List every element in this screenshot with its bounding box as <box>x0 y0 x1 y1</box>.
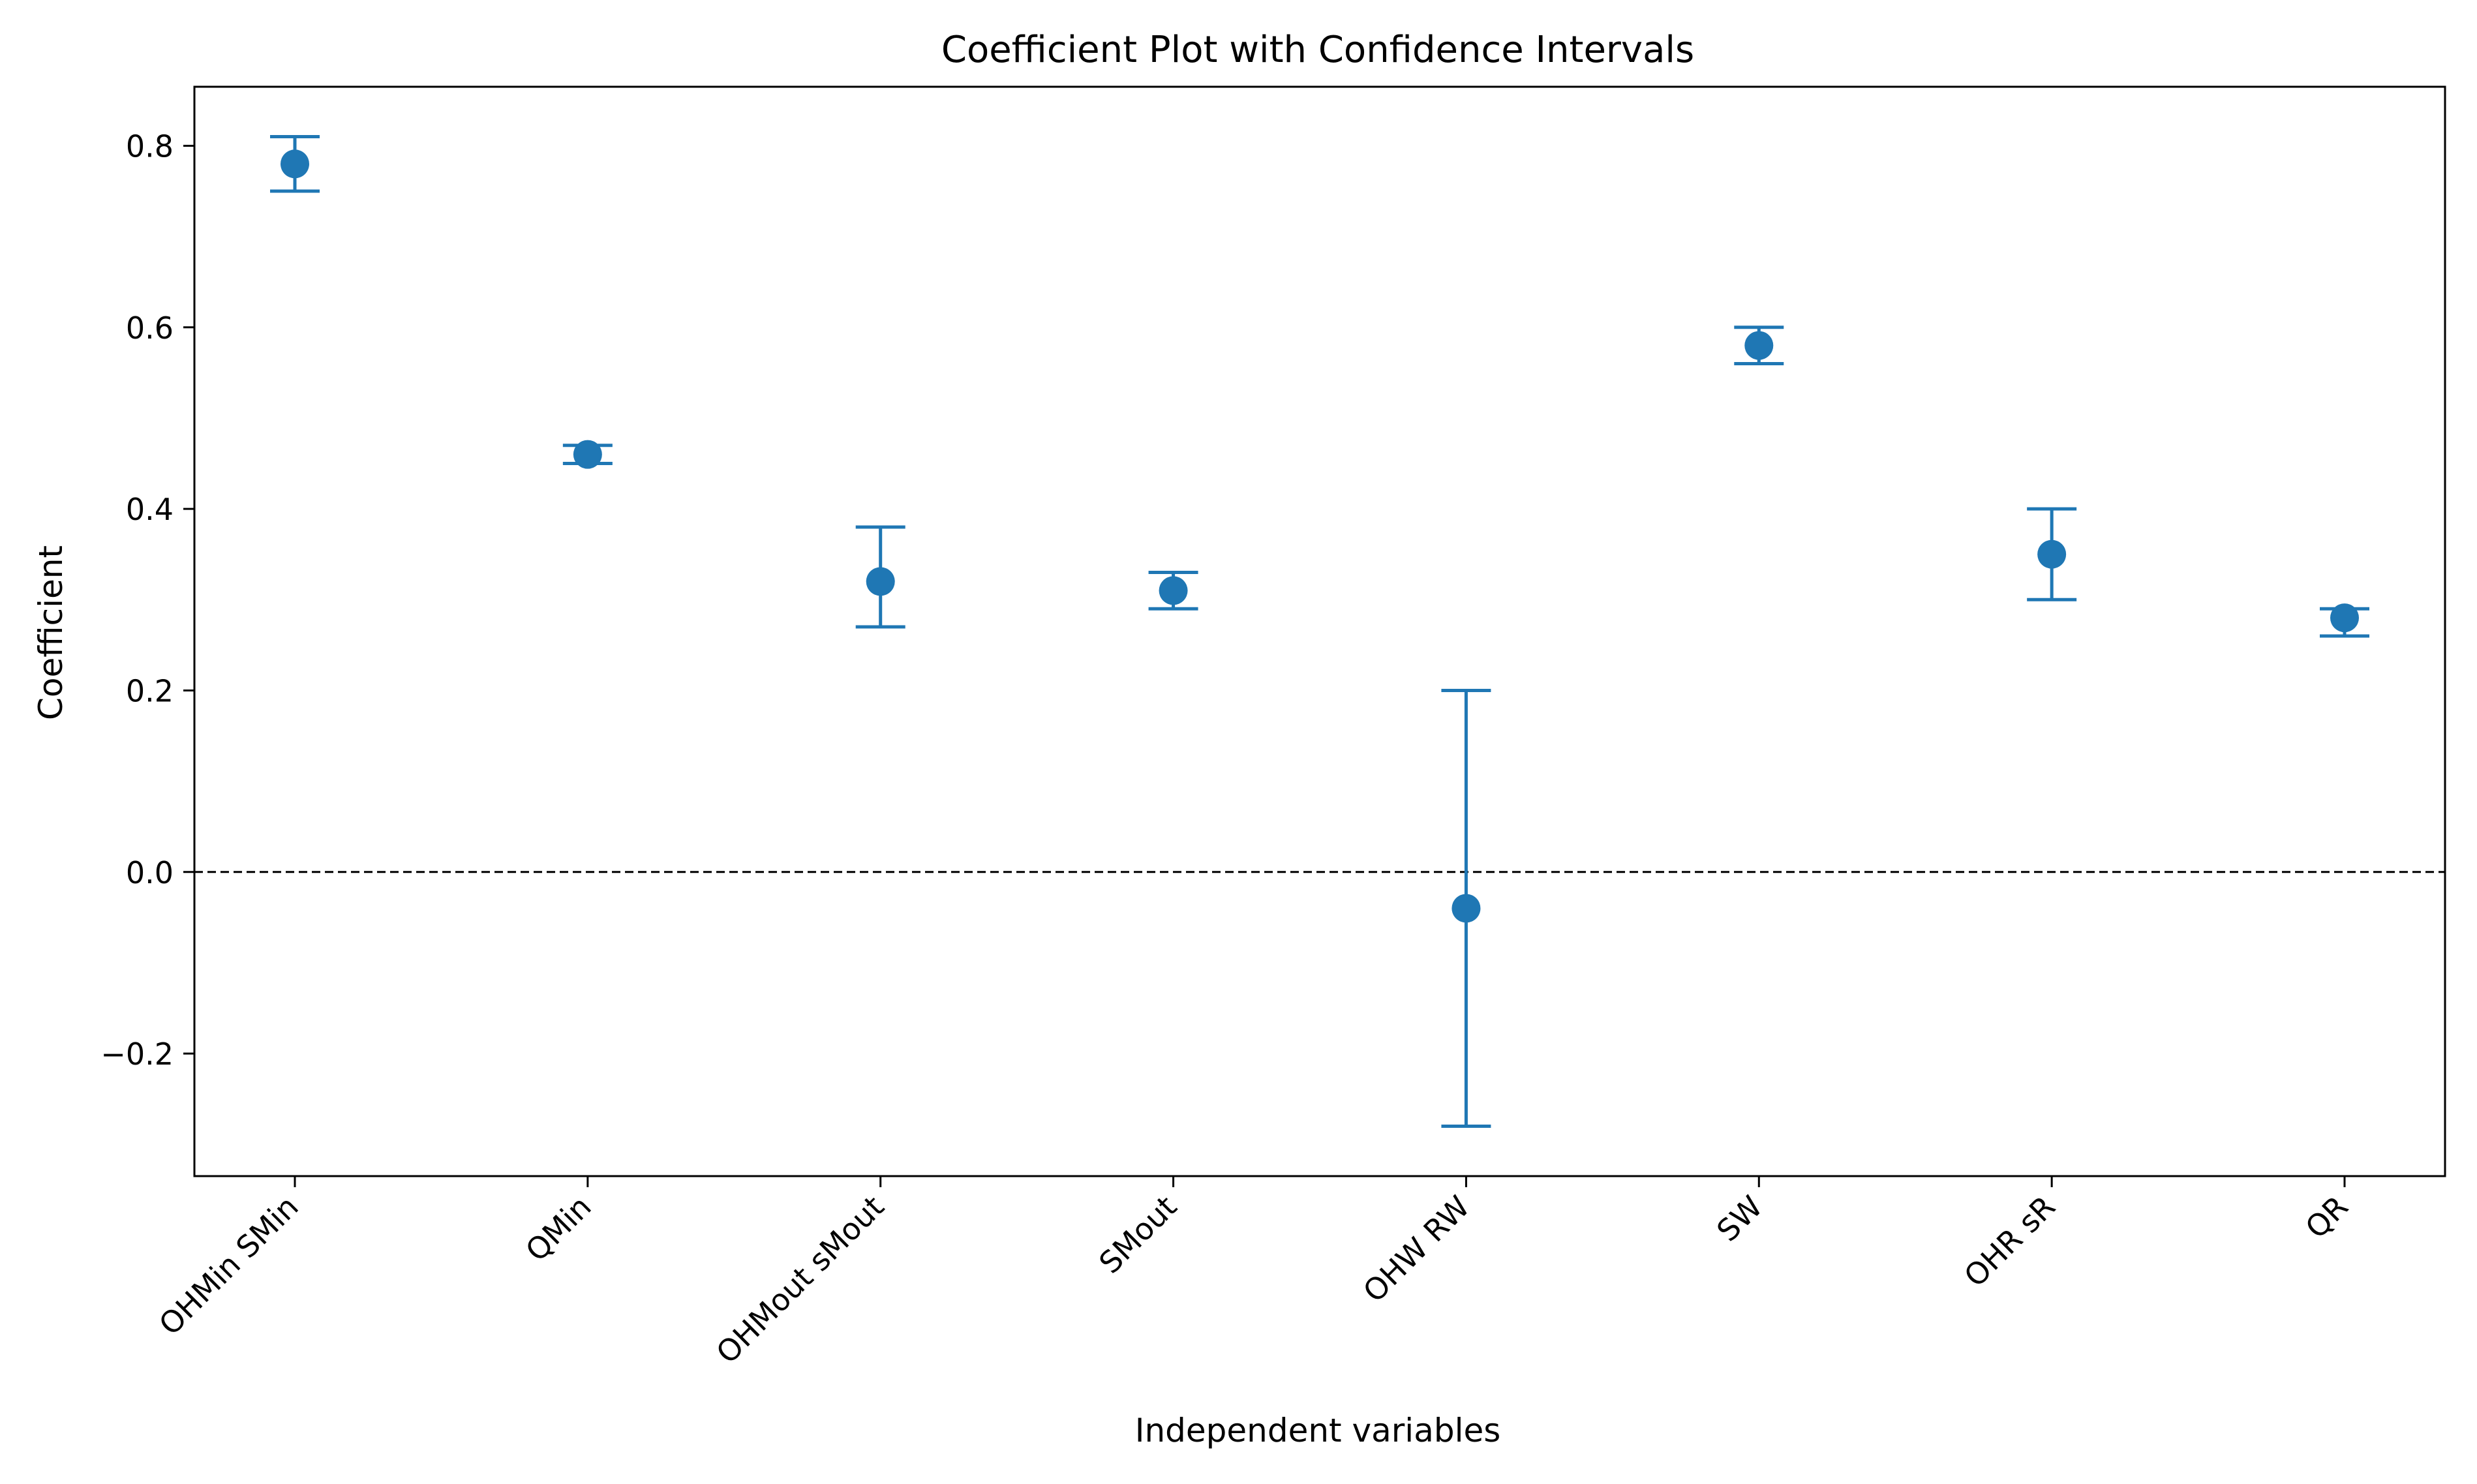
x-tick-label: SW <box>1710 1189 1769 1249</box>
x-axis-label: Independent variables <box>1135 1412 1501 1449</box>
coefficient-point <box>2330 603 2359 633</box>
coefficient-point <box>1451 894 1481 923</box>
y-tick-label: 0.4 <box>126 492 174 527</box>
y-axis-label: Coefficient <box>32 545 70 720</box>
plot-area: −0.2 0.0 0.2 0.4 0.6 0.8 OHMin SMin QMin OHMout … <box>100 85 2446 1370</box>
x-tick-label: OHW RW <box>1356 1189 1476 1309</box>
y-tick-label: 0.8 <box>126 129 174 164</box>
coefficient-point <box>281 149 309 179</box>
x-tick-label: QR <box>2298 1189 2354 1245</box>
x-tick-label: OHMout sMout <box>709 1189 890 1370</box>
x-tick-label: QMin <box>519 1189 598 1269</box>
chart-title: Coefficient Plot with Confidence Interva… <box>941 29 1694 71</box>
x-tick-label: OHR sR <box>1957 1189 2062 1294</box>
x-tick-label: OHMin SMin <box>152 1189 305 1342</box>
coefficient-point <box>573 440 602 469</box>
y-tick-label: 0.0 <box>126 855 174 890</box>
coefficient-point <box>866 567 895 596</box>
coefficient-point <box>1159 576 1188 605</box>
coefficient-point <box>1744 331 1774 360</box>
coefficient-point <box>2037 539 2067 569</box>
y-tick-label: 0.2 <box>126 673 174 708</box>
x-tick-label: SMout <box>1092 1189 1183 1280</box>
y-tick-label: −0.2 <box>100 1037 174 1072</box>
plot-frame <box>193 85 2446 1177</box>
y-tick-label: 0.6 <box>126 310 174 346</box>
